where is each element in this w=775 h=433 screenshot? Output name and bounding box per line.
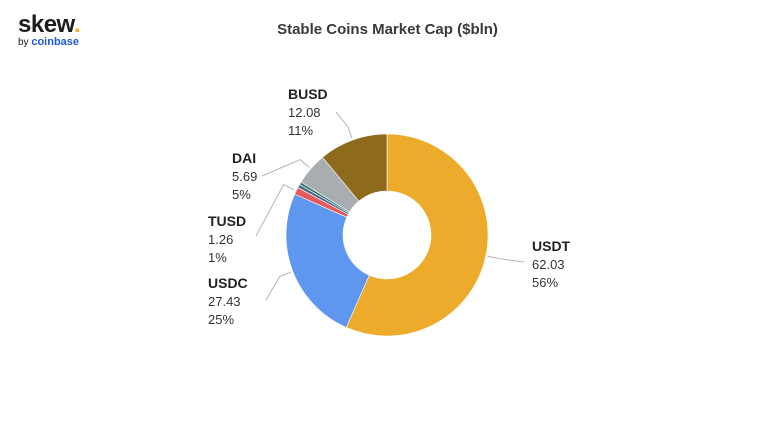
leader-line-usdt xyxy=(487,255,525,263)
leader-line-dai xyxy=(261,159,310,177)
data-label-dai-value: 5.69 xyxy=(232,169,257,184)
data-label-usdt-value: 62.03 xyxy=(532,257,565,272)
data-label-busd-percent: 11% xyxy=(288,123,313,138)
data-label-dai-name: DAI xyxy=(232,150,256,166)
slice-usdt[interactable] xyxy=(345,133,489,337)
data-label-usdc-percent: 25% xyxy=(208,312,234,327)
logo-wordmark: skew. xyxy=(18,11,81,38)
data-label-usdt-name: USDT xyxy=(532,238,571,254)
leader-line-usdc xyxy=(265,271,292,301)
data-label-tusd-value: 1.26 xyxy=(208,232,233,247)
data-label-tusd-name: TUSD xyxy=(208,213,246,229)
slice-busd[interactable] xyxy=(322,133,388,202)
leader-line-busd xyxy=(335,111,353,139)
data-label-usdt-percent: 56% xyxy=(532,275,558,290)
leader-line-tusd xyxy=(255,184,295,237)
data-label-usdc-name: USDC xyxy=(208,275,248,291)
data-label-dai-percent: 5% xyxy=(232,187,251,202)
skew-logo: skew. by coinbase xyxy=(18,11,81,49)
chart-title: Stable Coins Market Cap ($bln) xyxy=(277,21,498,38)
data-label-busd-value: 12.08 xyxy=(288,105,321,120)
slice-usdc[interactable] xyxy=(285,193,370,328)
data-label-busd-name: BUSD xyxy=(288,86,328,102)
logo-tagline: by coinbase xyxy=(18,36,80,48)
data-label-usdc-value: 27.43 xyxy=(208,294,241,309)
data-label-tusd-percent: 1% xyxy=(208,250,227,265)
